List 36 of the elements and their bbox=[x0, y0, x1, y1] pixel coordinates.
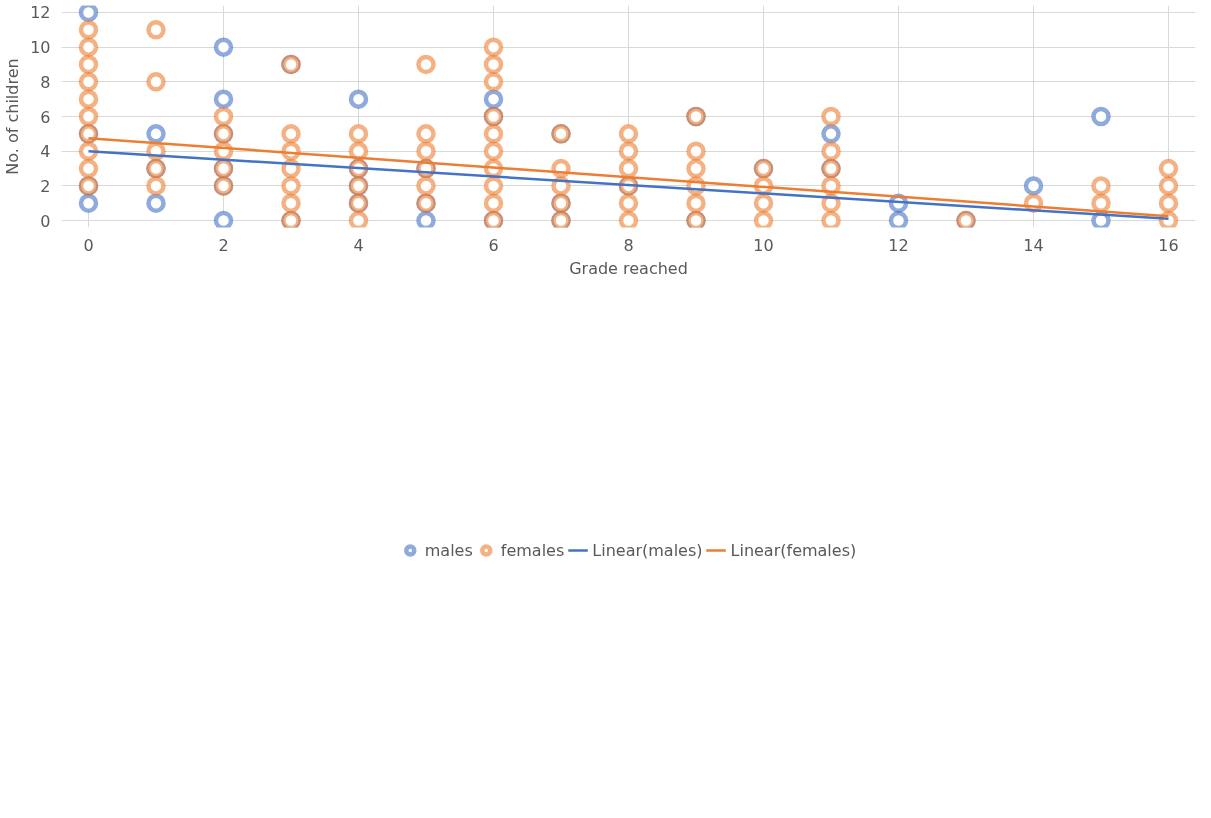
point bbox=[78, 193, 99, 213]
x-tick-label: 10 bbox=[753, 235, 774, 255]
point bbox=[213, 37, 234, 57]
y-tick-label: 2 bbox=[40, 176, 51, 196]
legend-label: males bbox=[424, 540, 473, 560]
x-tick-label: 2 bbox=[218, 235, 229, 255]
point bbox=[821, 124, 841, 144]
point bbox=[78, 5, 99, 23]
x-tick-label: 12 bbox=[888, 235, 909, 255]
x-tick-label: 0 bbox=[83, 235, 94, 255]
x-tick-label: 8 bbox=[623, 235, 634, 255]
y-tick-label: 10 bbox=[30, 38, 51, 58]
x-tick-label: 16 bbox=[1158, 235, 1179, 255]
point bbox=[888, 210, 909, 228]
y-tick-label: 12 bbox=[30, 3, 51, 23]
legend-label: females bbox=[500, 540, 565, 560]
point bbox=[1091, 106, 1111, 127]
point bbox=[146, 124, 166, 144]
x-axis-title: Grade reached bbox=[569, 258, 688, 278]
point bbox=[213, 210, 234, 228]
point bbox=[146, 193, 166, 213]
x-tick-label: 4 bbox=[353, 235, 364, 255]
x-tick-label: 6 bbox=[488, 235, 499, 255]
y-axis-title: No. of children bbox=[3, 58, 23, 175]
point bbox=[213, 89, 234, 109]
y-tick-label: 4 bbox=[40, 142, 51, 162]
y-tick-label: 0 bbox=[40, 211, 51, 231]
y-tick-label: 6 bbox=[40, 107, 51, 127]
legend-label: Linear(females) bbox=[730, 540, 857, 560]
point bbox=[348, 89, 369, 109]
point bbox=[483, 89, 504, 109]
point bbox=[416, 210, 436, 228]
legend-label: Linear(males) bbox=[592, 540, 703, 560]
y-tick-label: 8 bbox=[40, 72, 51, 92]
point bbox=[1023, 176, 1044, 196]
x-tick-label: 14 bbox=[1023, 235, 1044, 255]
